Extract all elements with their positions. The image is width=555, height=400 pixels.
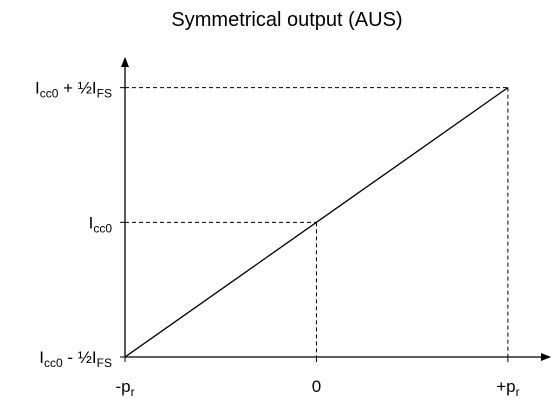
x-tick-label: 0 (312, 377, 321, 396)
x-tick-label: +pr (496, 377, 519, 399)
series-group (124, 87, 509, 358)
y-tick-labels: Icc0 - ½IFS Icc0 Icc0 + ½IFS (35, 79, 125, 370)
chart-title: Symmetrical output (AUS) (171, 9, 402, 31)
y-tick-label: Icc0 (89, 213, 113, 235)
x-tick-labels: -pr 0 +pr (115, 357, 520, 399)
y-tick-label: Icc0 - ½IFS (39, 348, 112, 370)
series-line (124, 87, 509, 358)
x-tick-label: -pr (115, 377, 134, 399)
guide-lines (125, 87, 509, 357)
y-tick-label: Icc0 + ½IFS (35, 79, 112, 101)
